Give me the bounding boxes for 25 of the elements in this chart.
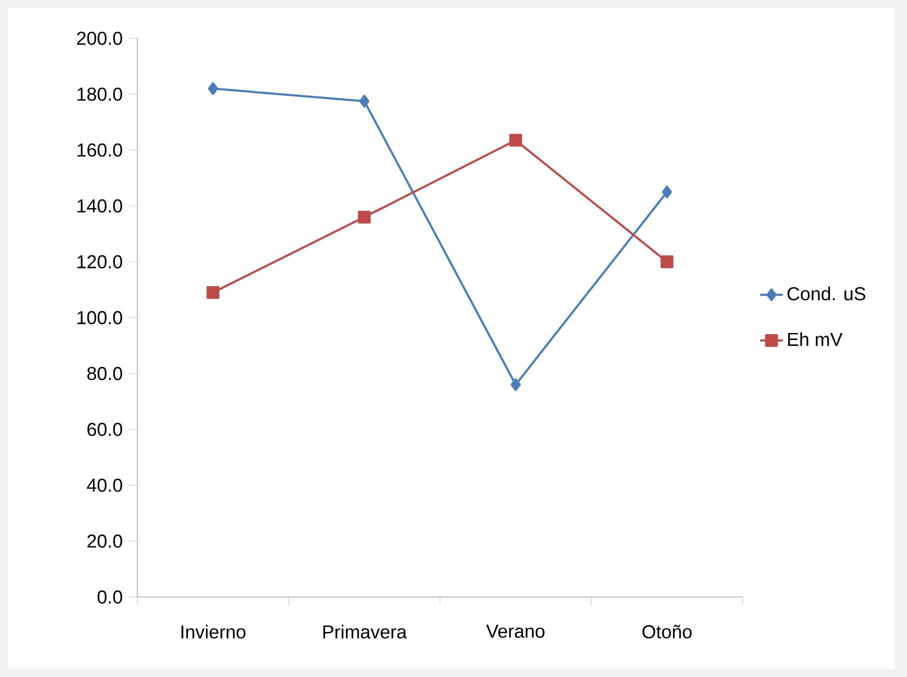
point [358,210,371,224]
x-tick-label: Invierno [182,624,246,639]
legend-label: Cond. uS [788,286,866,300]
y-tick-label: 100.0 [78,311,122,324]
y-tick-label: 160.0 [78,143,122,157]
y-tick-label: 140.0 [78,199,122,213]
y-tick-label: 0.0 [98,590,122,604]
y-tick-label: 180.0 [78,88,122,101]
y-tick-label: 60.0 [87,422,122,436]
point [359,94,370,108]
x-tick-label: Otoño [642,624,692,638]
y-tick-label: 120.0 [78,255,122,268]
y-tick-label: 80.0 [87,366,122,380]
legend-label: Eh mV [788,332,843,346]
x-tick-label: Primavera [323,624,407,639]
point [509,134,522,147]
y-tick-label: 200.0 [77,32,122,45]
x-tick-label: Verano [486,624,544,638]
point [510,378,521,392]
point [206,286,220,299]
y-tick-label: 40.0 [86,478,122,492]
point [208,82,218,96]
point [660,255,674,268]
y-tick-label: 20.0 [87,534,122,548]
point [662,186,672,198]
